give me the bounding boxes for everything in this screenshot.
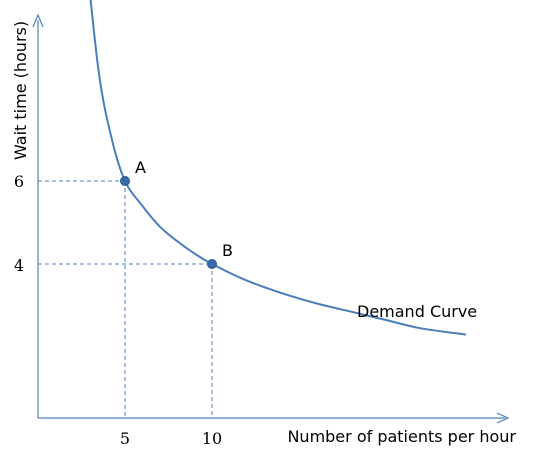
series-label-demand-curve: Demand Curve xyxy=(357,302,477,321)
y-tick-label: 4 xyxy=(14,256,24,275)
data-points xyxy=(120,176,217,269)
x-tick-label: 10 xyxy=(202,429,222,448)
y-axis-title: Wait time (hours) xyxy=(11,21,30,160)
x-axis-arrow xyxy=(496,412,510,424)
data-point-b xyxy=(207,259,217,269)
x-tick-label: 5 xyxy=(120,429,130,448)
x-axis-title: Number of patients per hour xyxy=(287,427,516,446)
data-point-a xyxy=(120,176,130,186)
y-axis-arrow xyxy=(32,13,44,28)
point-label-b: B xyxy=(222,241,233,260)
y-tick-label: 6 xyxy=(14,172,24,191)
point-labels: AB xyxy=(135,158,233,260)
guide-lines xyxy=(38,180,213,418)
point-label-a: A xyxy=(135,158,146,177)
demand-curve-line xyxy=(89,0,467,336)
